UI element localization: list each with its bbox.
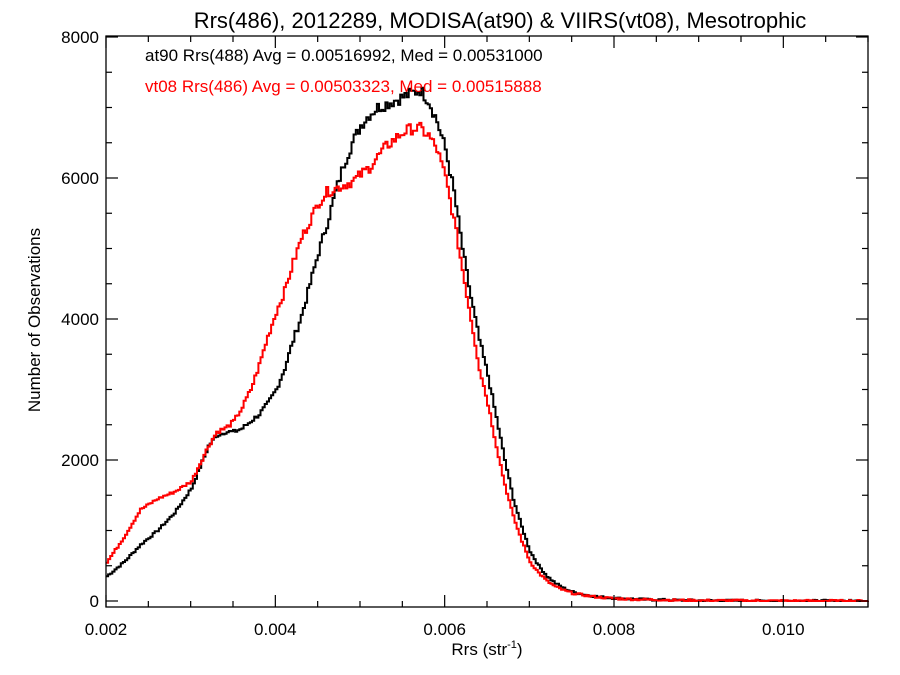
- series-line-1: [106, 86, 868, 602]
- axis-ticks: [105, 36, 869, 607]
- x-axis-label: Rrs (str-1): [451, 639, 522, 659]
- annotation-at90: at90 Rrs(488) Avg = 0.00516992, Med = 0.…: [145, 46, 543, 65]
- y-tick-label: 8000: [61, 28, 99, 47]
- annotation-vt08: vt08 Rrs(486) Avg = 0.00503323, Med = 0.…: [145, 77, 542, 96]
- x-tick-label: 0.002: [85, 620, 128, 639]
- histogram-curves: [106, 86, 869, 602]
- y-tick-label: 2000: [61, 451, 99, 470]
- y-tick-label: 6000: [61, 169, 99, 188]
- x-tick-label: 0.006: [423, 620, 466, 639]
- x-tick-label: 0.004: [254, 620, 297, 639]
- y-axis-label: Number of Observations: [25, 228, 44, 412]
- x-tick-label: 0.008: [593, 620, 636, 639]
- series-line-2: [106, 121, 869, 602]
- axis-tick-labels: 0.002 0.004 0.006 0.008 0.010 0 2000 4000 6000 80…: [61, 28, 804, 639]
- plot-frame: [105, 35, 869, 608]
- y-tick-label: 4000: [61, 310, 99, 329]
- x-tick-label: 0.010: [762, 620, 805, 639]
- chart-title: Rrs(486), 2012289, MODISA(at90) & VIIRS(…: [194, 8, 807, 33]
- y-tick-label: 0: [90, 592, 99, 611]
